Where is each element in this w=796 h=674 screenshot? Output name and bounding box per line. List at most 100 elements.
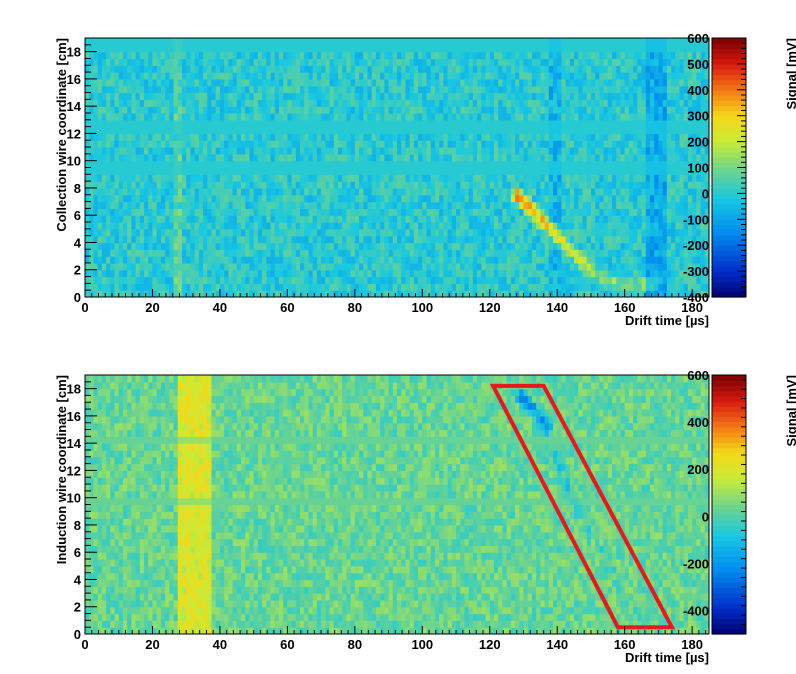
- heatmap-cell: [270, 126, 276, 135]
- heatmap-cell: [536, 290, 541, 297]
- heatmap-cell: [409, 72, 415, 80]
- heatmap-cell: [342, 269, 348, 278]
- heatmap-cell: [236, 65, 242, 73]
- heatmap-cell: [165, 283, 170, 291]
- heatmap-cell: [316, 92, 322, 100]
- heatmap-cell: [232, 262, 238, 271]
- heatmap-cell: [321, 106, 326, 114]
- heatmap-cell: [152, 106, 158, 114]
- heatmap-cell: [144, 140, 149, 148]
- heatmap-cell: [249, 167, 255, 175]
- heatmap-cell: [451, 269, 457, 278]
- heatmap-cell: [287, 160, 293, 169]
- heatmap-cell: [262, 99, 267, 107]
- heatmap-cell: [363, 106, 369, 114]
- heatmap-cell: [460, 167, 466, 175]
- heatmap-cell: [553, 283, 558, 291]
- heatmap-cell: [316, 72, 322, 80]
- heatmap-cell: [565, 153, 571, 162]
- heatmap-cell: [131, 119, 137, 128]
- heatmap-cell: [620, 140, 626, 148]
- heatmap-cell: [679, 201, 685, 209]
- heatmap-cell: [122, 99, 128, 107]
- heatmap-cell: [493, 194, 499, 203]
- heatmap-cell: [350, 208, 356, 216]
- heatmap-cell: [114, 242, 120, 250]
- heatmap-cell: [439, 283, 444, 291]
- heatmap-cell: [616, 215, 622, 223]
- heatmap-cell: [624, 215, 630, 223]
- heatmap-cell: [101, 140, 107, 148]
- heatmap-cell: [561, 242, 567, 250]
- heatmap-cell: [232, 269, 238, 278]
- heatmap-cell: [363, 290, 369, 297]
- heatmap-cell: [612, 147, 617, 155]
- heatmap-cell: [211, 167, 217, 175]
- heatmap-cell: [127, 167, 132, 175]
- heatmap-cell: [245, 194, 251, 203]
- heatmap-cell: [253, 228, 259, 237]
- heatmap-cell: [253, 133, 259, 141]
- heatmap-cell: [392, 181, 398, 189]
- heatmap-cell: [266, 283, 272, 291]
- heatmap-cell: [181, 106, 187, 114]
- heatmap-cell: [274, 106, 280, 114]
- heatmap-cell: [236, 181, 242, 189]
- heatmap-cell: [599, 99, 605, 107]
- heatmap-cell: [325, 222, 331, 230]
- heatmap-cell: [181, 276, 187, 284]
- heatmap-cell: [456, 92, 461, 100]
- heatmap-cell: [616, 290, 622, 297]
- heatmap-cell: [359, 215, 364, 223]
- heatmap-cell: [245, 160, 251, 169]
- heatmap-cell: [447, 99, 453, 107]
- heatmap-cell: [342, 276, 348, 284]
- heatmap-cell: [321, 228, 326, 237]
- heatmap-cell: [295, 140, 301, 148]
- heatmap-cell: [641, 262, 647, 271]
- heatmap-cell: [422, 72, 428, 80]
- heatmap-cell: [375, 147, 381, 155]
- heatmap-cell: [599, 208, 605, 216]
- heatmap-cell: [616, 133, 622, 141]
- heatmap-cell: [649, 194, 655, 203]
- heatmap-cell: [287, 72, 293, 80]
- heatmap-cell: [654, 72, 660, 80]
- heatmap-cell: [409, 126, 415, 135]
- heatmap-cell: [257, 106, 263, 114]
- heatmap-cell: [586, 99, 592, 107]
- heatmap-cell: [388, 276, 394, 284]
- heatmap-cell: [249, 140, 255, 148]
- heatmap-cell: [371, 119, 377, 128]
- heatmap-cell: [194, 222, 200, 230]
- heatmap-cell: [401, 65, 407, 73]
- heatmap-cell: [198, 174, 204, 182]
- heatmap-cell: [392, 194, 398, 203]
- heatmap-cell: [241, 215, 246, 223]
- heatmap-cell: [139, 167, 145, 175]
- heatmap-cell: [472, 249, 478, 257]
- heatmap-cell: [97, 126, 103, 135]
- heatmap-cell: [422, 256, 428, 264]
- heatmap-cell: [527, 99, 533, 107]
- heatmap-cell: [249, 269, 255, 278]
- heatmap-cell: [633, 208, 638, 216]
- heatmap-cell: [354, 256, 360, 264]
- heatmap-cell: [418, 181, 423, 189]
- heatmap-cell: [253, 174, 259, 182]
- heatmap-cell: [300, 119, 305, 128]
- heatmap-cell: [493, 140, 499, 148]
- heatmap-cell: [241, 119, 246, 128]
- heatmap-cell: [481, 85, 487, 94]
- heatmap-cell: [375, 99, 381, 107]
- heatmap-cell: [127, 72, 132, 80]
- heatmap-cell: [295, 160, 301, 169]
- heatmap-cell: [215, 215, 221, 223]
- heatmap-cell: [245, 290, 251, 297]
- heatmap-cell: [565, 106, 571, 114]
- heatmap-cell: [198, 228, 204, 237]
- heatmap-cell: [679, 78, 685, 87]
- heatmap-cell: [346, 262, 352, 271]
- heatmap-cell: [413, 194, 419, 203]
- heatmap-cell: [658, 228, 664, 237]
